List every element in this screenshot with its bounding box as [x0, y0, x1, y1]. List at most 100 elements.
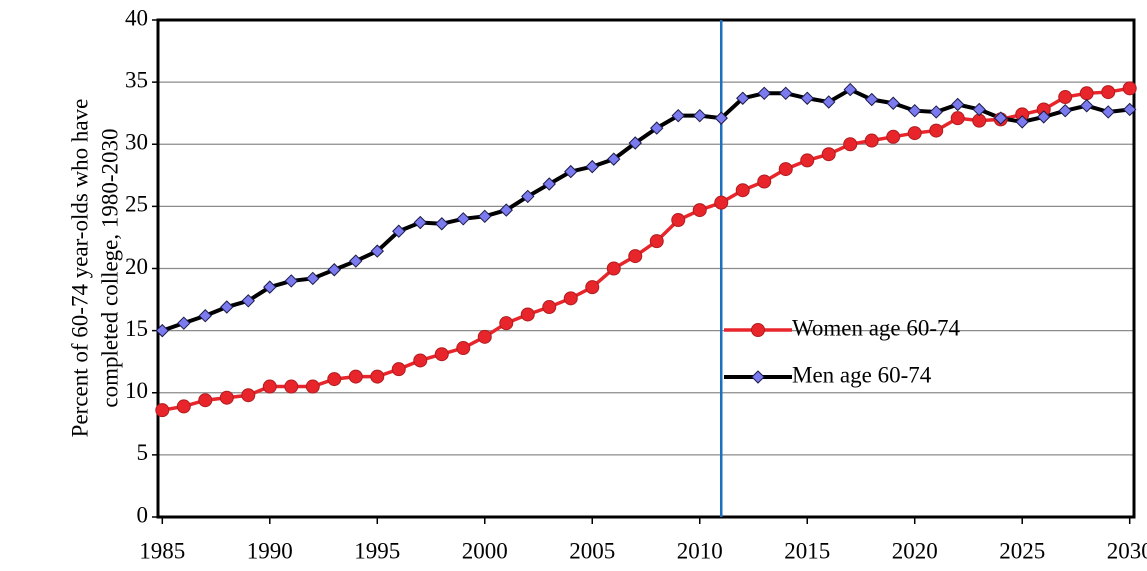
point — [241, 294, 255, 308]
legend-label: Women age 60-74 — [792, 315, 961, 340]
point — [757, 174, 772, 189]
y-tick-label: 0 — [137, 502, 149, 527]
point — [692, 203, 707, 218]
y-tick-label: 5 — [137, 440, 149, 465]
y-axis-label: Percent of 60-74 year-olds who have — [67, 99, 92, 438]
point — [1015, 115, 1029, 129]
point — [1037, 110, 1051, 124]
point — [262, 379, 277, 394]
point — [585, 159, 599, 174]
point — [306, 271, 320, 286]
x-tick-label: 1985 — [139, 538, 185, 563]
point — [434, 347, 449, 362]
x-tick-label: 2005 — [569, 538, 615, 563]
point — [650, 121, 664, 135]
point — [800, 153, 815, 168]
point — [693, 108, 707, 123]
point — [177, 316, 191, 330]
point — [864, 133, 879, 148]
x-tick-label: 2025 — [999, 538, 1045, 563]
point — [1079, 99, 1094, 113]
point — [908, 103, 922, 118]
point — [929, 123, 944, 138]
legend-label: Men age 60-74 — [792, 362, 932, 387]
point — [972, 102, 986, 117]
series-line — [162, 86, 1130, 412]
point — [456, 212, 470, 226]
point — [520, 307, 535, 322]
x-tick-label: 1990 — [247, 538, 293, 563]
point — [1079, 86, 1094, 101]
point — [886, 96, 900, 110]
point — [392, 224, 406, 238]
point — [456, 341, 471, 356]
point — [950, 111, 965, 126]
point — [435, 217, 449, 231]
point — [736, 91, 750, 105]
point — [649, 234, 664, 249]
y-axis-label: completed college, 1980-2030 — [97, 128, 122, 407]
point — [542, 177, 556, 191]
y-tick-label: 20 — [125, 254, 148, 279]
point — [628, 136, 642, 150]
point — [219, 390, 234, 405]
x-tick-label: 2010 — [677, 538, 723, 563]
y-tick-label: 35 — [125, 67, 148, 92]
point — [929, 105, 943, 119]
point — [155, 323, 170, 338]
point — [778, 162, 793, 177]
point — [413, 353, 428, 368]
point — [671, 213, 686, 228]
point — [951, 97, 965, 112]
point — [198, 309, 213, 323]
point — [714, 195, 729, 210]
point — [477, 329, 492, 344]
point — [907, 126, 922, 141]
point — [1058, 103, 1072, 118]
point — [1122, 81, 1137, 96]
point — [757, 86, 771, 101]
point — [821, 147, 836, 162]
point — [886, 129, 901, 144]
point — [349, 254, 363, 268]
point — [1058, 90, 1073, 105]
point — [284, 274, 298, 288]
point — [155, 403, 170, 418]
plot-frame — [156, 18, 1136, 519]
point — [1122, 102, 1137, 117]
x-tick-label: 1995 — [354, 538, 400, 563]
y-tick-label: 15 — [125, 316, 148, 341]
x-tick-label: 2000 — [462, 538, 508, 563]
point — [606, 261, 621, 276]
point — [585, 280, 600, 295]
point — [370, 244, 384, 258]
point — [865, 92, 879, 107]
point — [176, 399, 191, 414]
point — [241, 388, 256, 403]
point — [779, 86, 793, 101]
point — [327, 263, 341, 277]
point — [1101, 85, 1116, 100]
point — [370, 369, 385, 384]
point — [542, 300, 557, 315]
point — [391, 362, 406, 377]
point — [198, 393, 213, 408]
point — [735, 183, 750, 198]
point — [305, 379, 320, 394]
point — [607, 152, 621, 166]
point — [499, 203, 513, 217]
y-tick-label: 25 — [125, 192, 148, 217]
point — [327, 372, 342, 387]
point — [348, 369, 363, 384]
point — [843, 137, 858, 152]
legend-marker — [751, 323, 765, 337]
point — [563, 291, 578, 306]
point — [284, 379, 299, 394]
point — [1101, 105, 1115, 119]
point — [263, 280, 277, 294]
y-tick-label: 10 — [125, 378, 148, 403]
point — [994, 111, 1008, 125]
point — [671, 108, 685, 123]
legend-marker — [751, 370, 765, 384]
